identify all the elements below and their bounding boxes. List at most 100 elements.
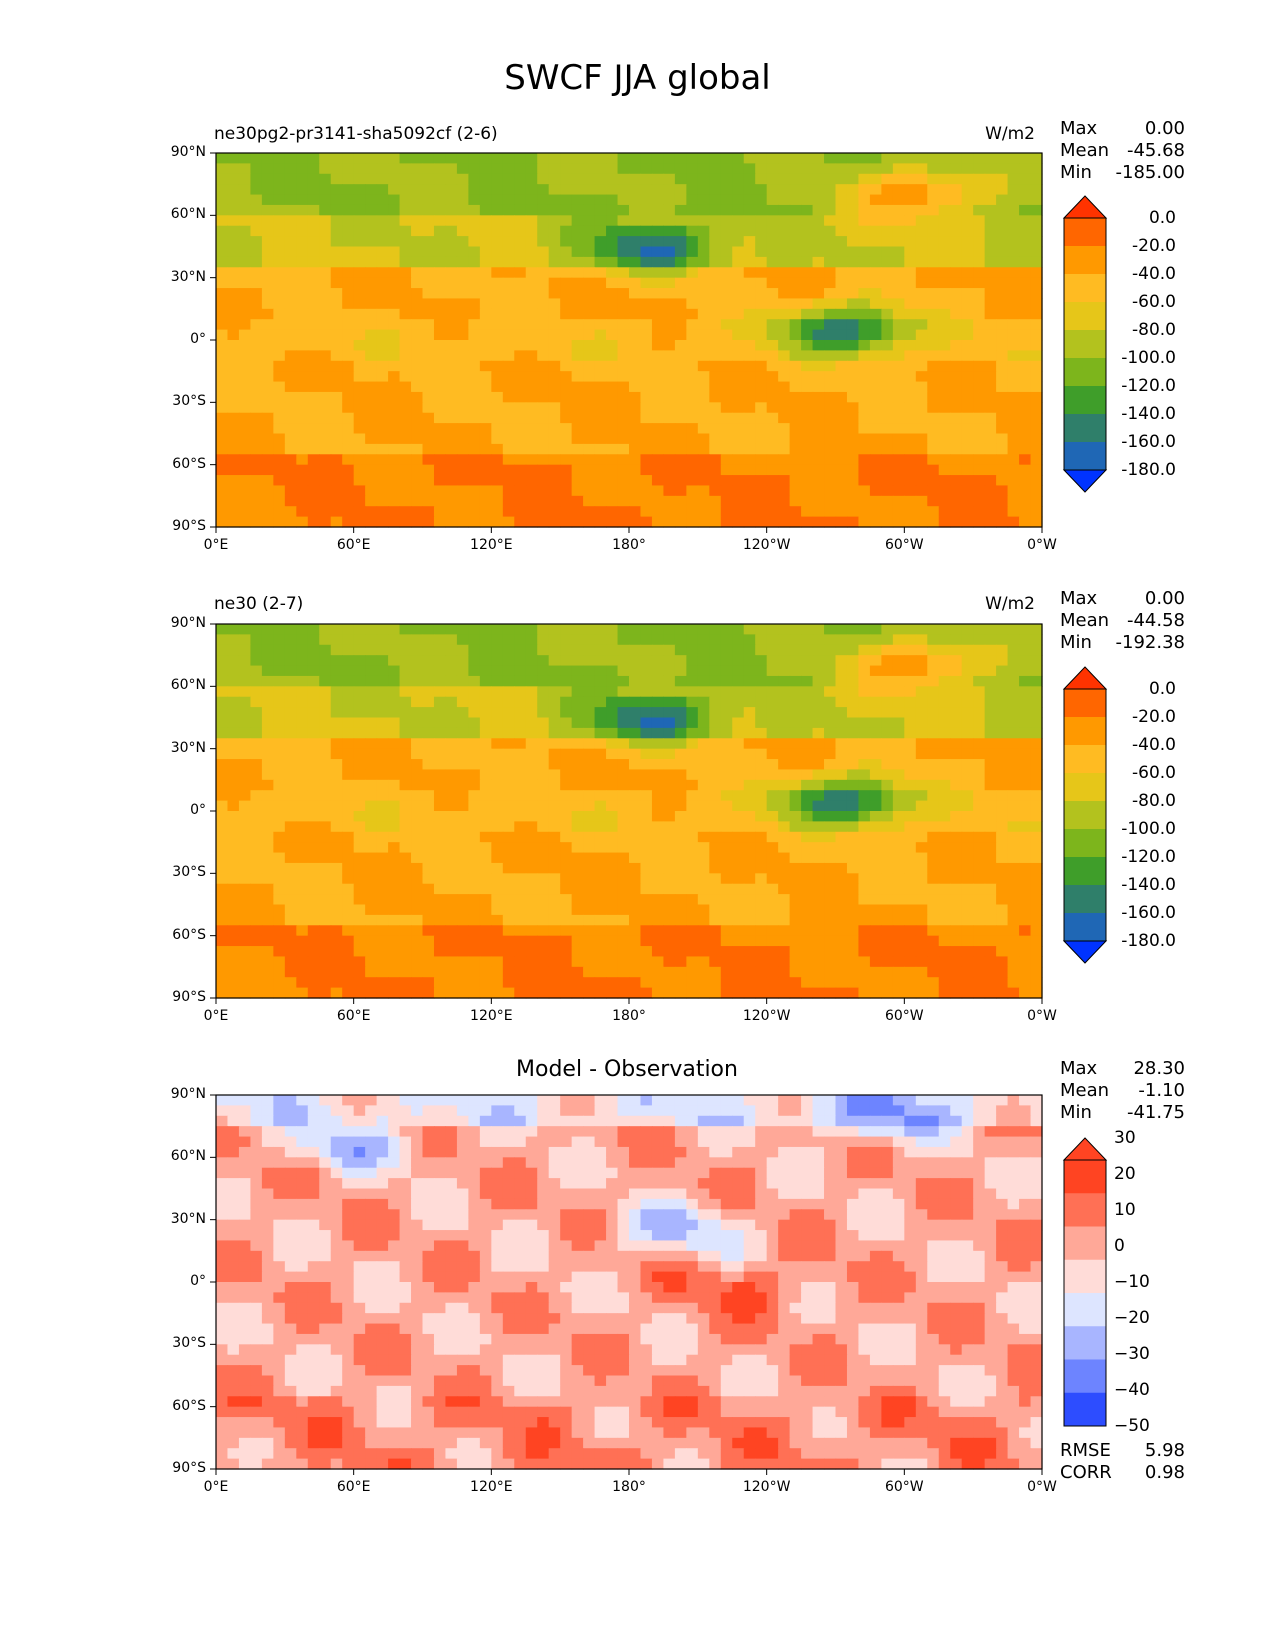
map-cell: [801, 727, 814, 739]
map-cell: [216, 624, 229, 635]
map-cell: [778, 464, 791, 476]
map-cell: [433, 738, 447, 750]
map-cell: [697, 329, 710, 341]
map-cell: [858, 475, 871, 487]
map-cell: [594, 153, 607, 164]
map-cell: [1007, 319, 1020, 331]
map-cell: [846, 350, 860, 362]
map-cell: [537, 423, 550, 435]
map-cell: [571, 624, 584, 635]
map-cell: [250, 883, 263, 895]
map-cell: [433, 873, 447, 885]
map-cell: [399, 371, 412, 383]
map-cell: [479, 236, 492, 248]
map-cell: [651, 769, 665, 781]
map-cell: [1007, 225, 1020, 237]
map-cell: [732, 665, 745, 677]
map-cell: [422, 811, 435, 822]
map-cell: [456, 894, 469, 906]
map-cell: [812, 391, 825, 403]
map-cell: [824, 485, 837, 497]
map-cell: [456, 811, 469, 822]
map-cell: [892, 194, 905, 206]
map-cell: [479, 402, 492, 414]
map-cell: [330, 707, 343, 719]
map-cell: [353, 163, 366, 175]
map-cell: [686, 319, 699, 331]
map-cell: [778, 308, 791, 320]
map-cell: [560, 485, 573, 497]
map-cell: [307, 381, 320, 393]
map-cell: [720, 371, 733, 383]
map-cell: [755, 717, 768, 729]
map-cell: [537, 790, 550, 802]
map-cell: [778, 256, 791, 268]
map-cell: [479, 675, 492, 687]
map-cell: [273, 371, 286, 383]
map-cell: [525, 821, 538, 833]
map-cell: [858, 624, 871, 635]
map-cell: [801, 371, 814, 383]
map-cell: [399, 935, 412, 947]
map-cell: [238, 634, 252, 646]
map-cell: [686, 153, 699, 164]
map-cell: [1030, 904, 1043, 916]
map-cell: [560, 665, 573, 677]
map-cell: [571, 454, 584, 466]
map-cell: [594, 319, 607, 331]
map-cell: [801, 350, 814, 362]
map-cell: [824, 319, 837, 331]
map-cell: [261, 495, 274, 507]
map-cell: [709, 246, 722, 258]
map-cell: [238, 329, 252, 341]
map-cell: [1030, 412, 1043, 424]
map-cell: [330, 391, 343, 403]
map-cell: [227, 475, 240, 487]
map-cell: [651, 707, 665, 719]
map-cell: [778, 454, 791, 466]
map-cell: [881, 319, 894, 331]
map-cell: [686, 624, 699, 635]
map-cell: [514, 381, 527, 393]
map-cell: [640, 831, 653, 843]
map-cell: [950, 433, 963, 445]
map-cell: [938, 423, 951, 435]
map-cell: [514, 516, 527, 528]
map-cell: [915, 727, 928, 739]
map-cell: [479, 412, 492, 424]
map-cell: [824, 391, 837, 403]
map-cell: [766, 925, 779, 937]
map-cell: [238, 506, 252, 518]
map-cell: [984, 153, 997, 164]
map-cell: [606, 634, 619, 646]
map-cell: [709, 842, 722, 854]
map-cell: [904, 485, 917, 497]
map-cell: [709, 204, 722, 216]
map-cell: [984, 769, 997, 781]
map-cell: [548, 686, 561, 698]
map-cell: [961, 485, 974, 497]
map-cell: [537, 225, 550, 237]
map-cell: [766, 454, 779, 466]
map-cell: [858, 727, 871, 739]
map-cell: [583, 246, 596, 258]
map-cell: [399, 862, 412, 874]
map-cell: [560, 433, 573, 445]
map-cell: [950, 371, 963, 383]
map-cell: [284, 800, 297, 812]
map-cell: [651, 433, 665, 445]
map-cell: [846, 769, 860, 781]
map-cell: [743, 506, 756, 518]
map-cell: [353, 904, 366, 916]
map-cell: [411, 329, 424, 341]
map-cell: [812, 340, 825, 351]
map-cell: [824, 495, 837, 507]
map-cell: [514, 821, 527, 833]
map-cell: [606, 246, 619, 258]
map-cell: [789, 443, 802, 455]
map-cell: [881, 779, 894, 791]
map-cell: [846, 894, 860, 906]
map-cell: [411, 173, 424, 185]
map-cell: [915, 516, 928, 528]
map-cell: [571, 340, 584, 351]
